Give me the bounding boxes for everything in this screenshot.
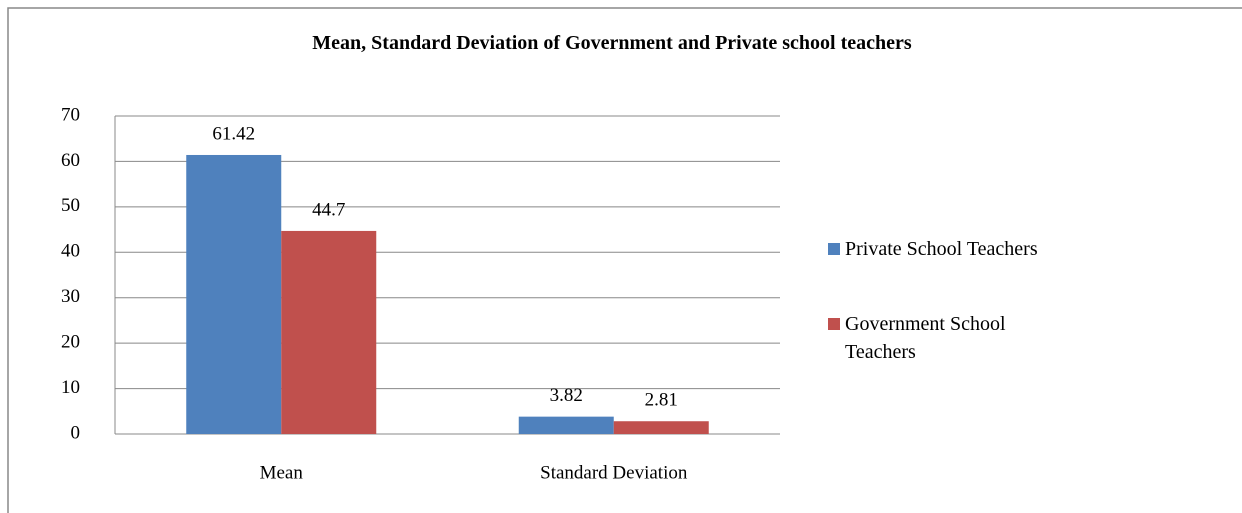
y-tick-label: 50 — [61, 195, 80, 216]
y-tick-label: 30 — [61, 286, 80, 307]
chart-title: Mean, Standard Deviation of Government a… — [312, 32, 912, 54]
data-label: 2.81 — [645, 390, 678, 411]
data-label: 61.42 — [212, 123, 255, 144]
y-tick-label: 40 — [61, 241, 80, 262]
chart-border — [7, 7, 1242, 513]
legend-swatch — [828, 318, 840, 330]
data-label: 3.82 — [550, 385, 583, 406]
legend-swatch — [828, 243, 840, 255]
x-tick-label: Standard Deviation — [540, 462, 688, 483]
x-tick-label: Mean — [260, 462, 304, 483]
legend-label: Government School Teachers — [845, 313, 1006, 363]
y-tick-label: 10 — [61, 377, 80, 398]
bar — [186, 154, 282, 434]
y-tick-label: 60 — [61, 150, 80, 171]
y-tick-label: 70 — [61, 104, 80, 125]
bar — [518, 416, 614, 434]
data-label: 44.7 — [312, 199, 345, 220]
y-tick-label: 0 — [71, 422, 81, 443]
legend-label: Private School Teachers — [845, 238, 1038, 260]
y-tick-label: 20 — [61, 332, 80, 353]
bar — [281, 230, 377, 434]
bar — [613, 421, 709, 434]
